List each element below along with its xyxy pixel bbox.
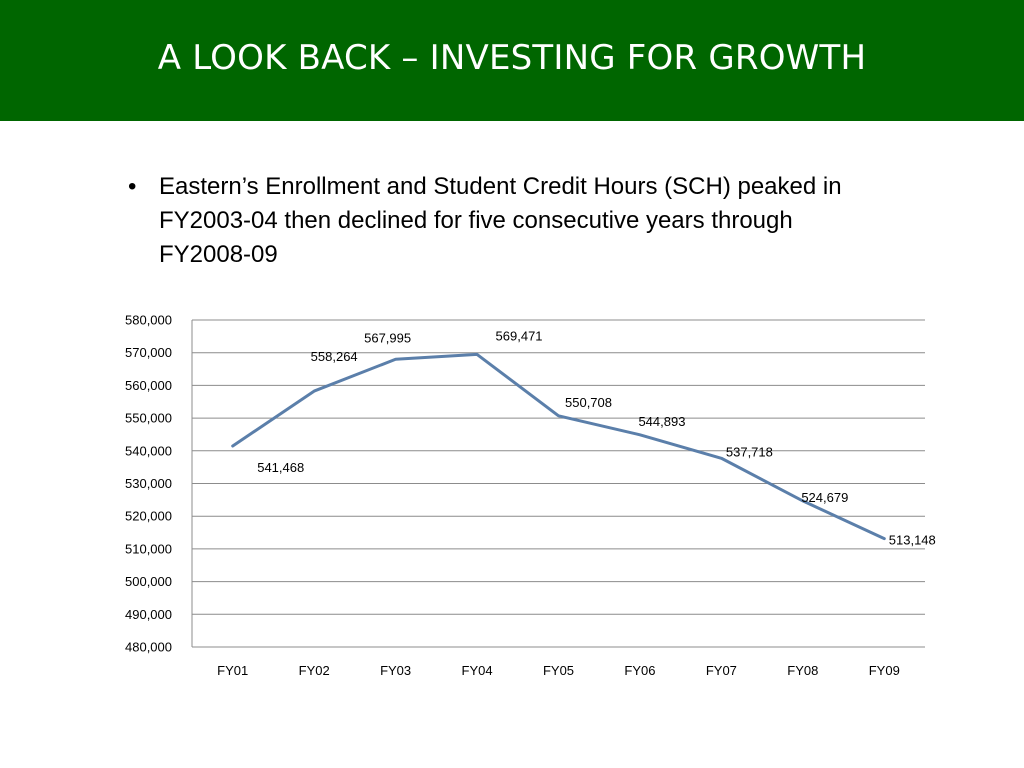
x-tick-label: FY01 [217, 663, 248, 678]
y-tick-label: 510,000 [125, 541, 172, 556]
data-label: 541,468 [257, 460, 304, 475]
x-tick-label: FY08 [787, 663, 818, 678]
slide-title: A LOOK BACK – INVESTING FOR GROWTH [157, 38, 867, 78]
x-tick-label: FY05 [543, 663, 574, 678]
x-tick-label: FY07 [706, 663, 737, 678]
y-tick-label: 570,000 [125, 345, 172, 360]
y-tick-label: 520,000 [125, 509, 172, 524]
y-tick-label: 540,000 [125, 443, 172, 458]
grid-lines [191, 319, 925, 648]
y-tick-label: 530,000 [125, 476, 172, 491]
series-layer [231, 352, 886, 541]
data-label: 569,471 [496, 328, 543, 343]
title-bar: A LOOK BACK – INVESTING FOR GROWTH [0, 0, 1024, 121]
y-tick-label: 480,000 [125, 640, 172, 655]
x-tick-label: FY04 [462, 663, 493, 678]
bullet-text: Eastern’s Enrollment and Student Credit … [159, 173, 842, 268]
bullet-marker: • [128, 173, 137, 200]
y-tick-label: 550,000 [125, 411, 172, 426]
x-axis-ticks: FY01 FY02 FY03 FY04 FY05 FY06 FY07 FY08 FY09 [217, 663, 900, 678]
bullet-item: • Eastern’s Enrollment and Student Credi… [128, 170, 868, 272]
x-tick-label: FY03 [380, 663, 411, 678]
y-tick-label: 580,000 [125, 313, 172, 328]
data-label: 537,718 [726, 444, 773, 459]
y-tick-label: 500,000 [125, 574, 172, 589]
x-tick-label: FY02 [299, 663, 330, 678]
data-label: 567,995 [364, 330, 411, 345]
data-label: 558,264 [311, 349, 358, 364]
x-tick-label: FY09 [869, 663, 900, 678]
data-labels: 541,468 558,264 567,995 569,471 550,708 544,8… [257, 328, 936, 547]
data-label: 544,893 [638, 414, 685, 429]
data-label: 524,679 [801, 490, 848, 505]
x-tick-label: FY06 [624, 663, 655, 678]
line-chart: 480,000 490,000 500,000 510,000 520,000 530,0… [125, 313, 936, 679]
y-axis-ticks: 480,000 490,000 500,000 510,000 520,000 530,0… [125, 313, 172, 655]
data-label: 550,708 [565, 395, 612, 410]
bullet-list: • Eastern’s Enrollment and Student Credi… [128, 170, 868, 272]
data-label: 513,148 [889, 533, 936, 548]
series-line [231, 352, 886, 541]
y-tick-label: 490,000 [125, 607, 172, 622]
y-tick-label: 560,000 [125, 378, 172, 393]
